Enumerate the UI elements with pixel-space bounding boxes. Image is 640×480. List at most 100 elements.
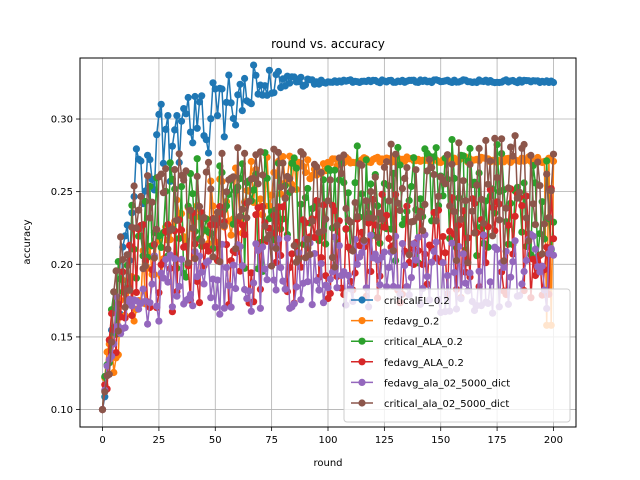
data-point bbox=[317, 169, 325, 177]
data-point bbox=[410, 240, 418, 248]
data-point bbox=[177, 117, 186, 125]
data-point bbox=[189, 190, 197, 198]
data-point bbox=[531, 245, 540, 253]
data-point bbox=[493, 174, 501, 182]
data-point bbox=[511, 237, 519, 245]
data-point bbox=[184, 259, 192, 267]
data-point bbox=[419, 227, 427, 235]
data-point bbox=[502, 204, 510, 212]
data-point bbox=[547, 245, 555, 253]
data-point bbox=[121, 314, 129, 322]
data-point bbox=[315, 286, 323, 294]
data-point bbox=[403, 164, 411, 172]
data-point bbox=[171, 126, 179, 134]
x-tick-label: 50 bbox=[209, 435, 222, 446]
data-point bbox=[195, 202, 204, 211]
data-point bbox=[225, 281, 233, 290]
data-point bbox=[367, 231, 375, 239]
data-point bbox=[202, 136, 210, 144]
data-point bbox=[132, 145, 140, 153]
data-point bbox=[191, 255, 199, 263]
data-point bbox=[371, 173, 379, 181]
data-point bbox=[164, 278, 172, 286]
legend-marker bbox=[358, 296, 366, 304]
data-point bbox=[132, 224, 140, 232]
data-point bbox=[186, 206, 195, 214]
data-point bbox=[475, 169, 483, 177]
data-point bbox=[193, 172, 201, 180]
y-tick-label: 0.30 bbox=[51, 115, 73, 126]
data-point bbox=[252, 240, 260, 248]
data-point bbox=[304, 278, 312, 286]
data-point bbox=[536, 182, 544, 190]
data-point bbox=[349, 247, 357, 255]
data-point bbox=[227, 231, 235, 239]
data-point bbox=[317, 260, 325, 268]
data-point bbox=[446, 202, 454, 210]
data-point bbox=[547, 187, 555, 195]
data-point bbox=[322, 215, 330, 223]
data-point bbox=[177, 226, 186, 234]
data-point bbox=[486, 186, 494, 194]
data-point bbox=[281, 194, 289, 203]
legend-marker bbox=[358, 378, 366, 386]
x-tick-label: 100 bbox=[318, 435, 337, 446]
data-point bbox=[331, 263, 339, 271]
data-point bbox=[150, 254, 158, 262]
legend-label: fedavg_ALA_0.2 bbox=[384, 358, 464, 369]
data-point bbox=[308, 301, 316, 309]
data-point bbox=[509, 258, 517, 266]
data-point bbox=[459, 177, 467, 185]
data-point bbox=[374, 233, 382, 241]
data-point bbox=[313, 163, 321, 171]
data-point bbox=[247, 100, 255, 108]
data-point bbox=[182, 273, 190, 281]
series-layer bbox=[98, 61, 558, 414]
legend-label: fedavg_ala_02_5000_dict bbox=[384, 378, 510, 389]
data-point bbox=[236, 80, 244, 88]
legend-label: fedavg_0.2 bbox=[384, 317, 439, 328]
data-point bbox=[394, 199, 402, 207]
data-point bbox=[250, 186, 258, 194]
data-point bbox=[148, 280, 156, 288]
data-point bbox=[250, 279, 258, 287]
data-point bbox=[193, 155, 201, 163]
x-tick-label: 200 bbox=[544, 435, 563, 446]
data-point bbox=[259, 243, 267, 251]
data-point bbox=[466, 269, 474, 277]
data-point bbox=[432, 144, 440, 152]
data-point bbox=[236, 212, 244, 220]
data-point bbox=[387, 140, 395, 148]
data-point bbox=[392, 257, 400, 265]
data-point bbox=[268, 262, 276, 270]
data-point bbox=[141, 262, 149, 270]
legend-box bbox=[343, 288, 571, 423]
data-point bbox=[301, 81, 310, 89]
data-point bbox=[180, 176, 188, 184]
data-point bbox=[376, 239, 384, 247]
data-point bbox=[229, 114, 237, 123]
data-point bbox=[213, 208, 222, 216]
data-point bbox=[421, 200, 429, 208]
data-point bbox=[209, 79, 217, 87]
data-point bbox=[286, 175, 294, 183]
data-point bbox=[256, 195, 264, 203]
data-point bbox=[182, 167, 190, 175]
data-point bbox=[195, 299, 204, 307]
data-point bbox=[448, 160, 456, 168]
data-point bbox=[317, 254, 325, 262]
data-point bbox=[189, 139, 197, 147]
data-point bbox=[511, 132, 519, 140]
data-point bbox=[297, 296, 305, 304]
data-point bbox=[297, 73, 305, 81]
data-point bbox=[292, 164, 300, 172]
data-point bbox=[450, 208, 458, 216]
data-point bbox=[277, 183, 285, 191]
data-point bbox=[101, 388, 109, 396]
data-point bbox=[430, 247, 438, 255]
data-point bbox=[245, 287, 253, 295]
data-point bbox=[353, 260, 361, 268]
data-point bbox=[207, 294, 215, 302]
data-point bbox=[342, 225, 350, 233]
